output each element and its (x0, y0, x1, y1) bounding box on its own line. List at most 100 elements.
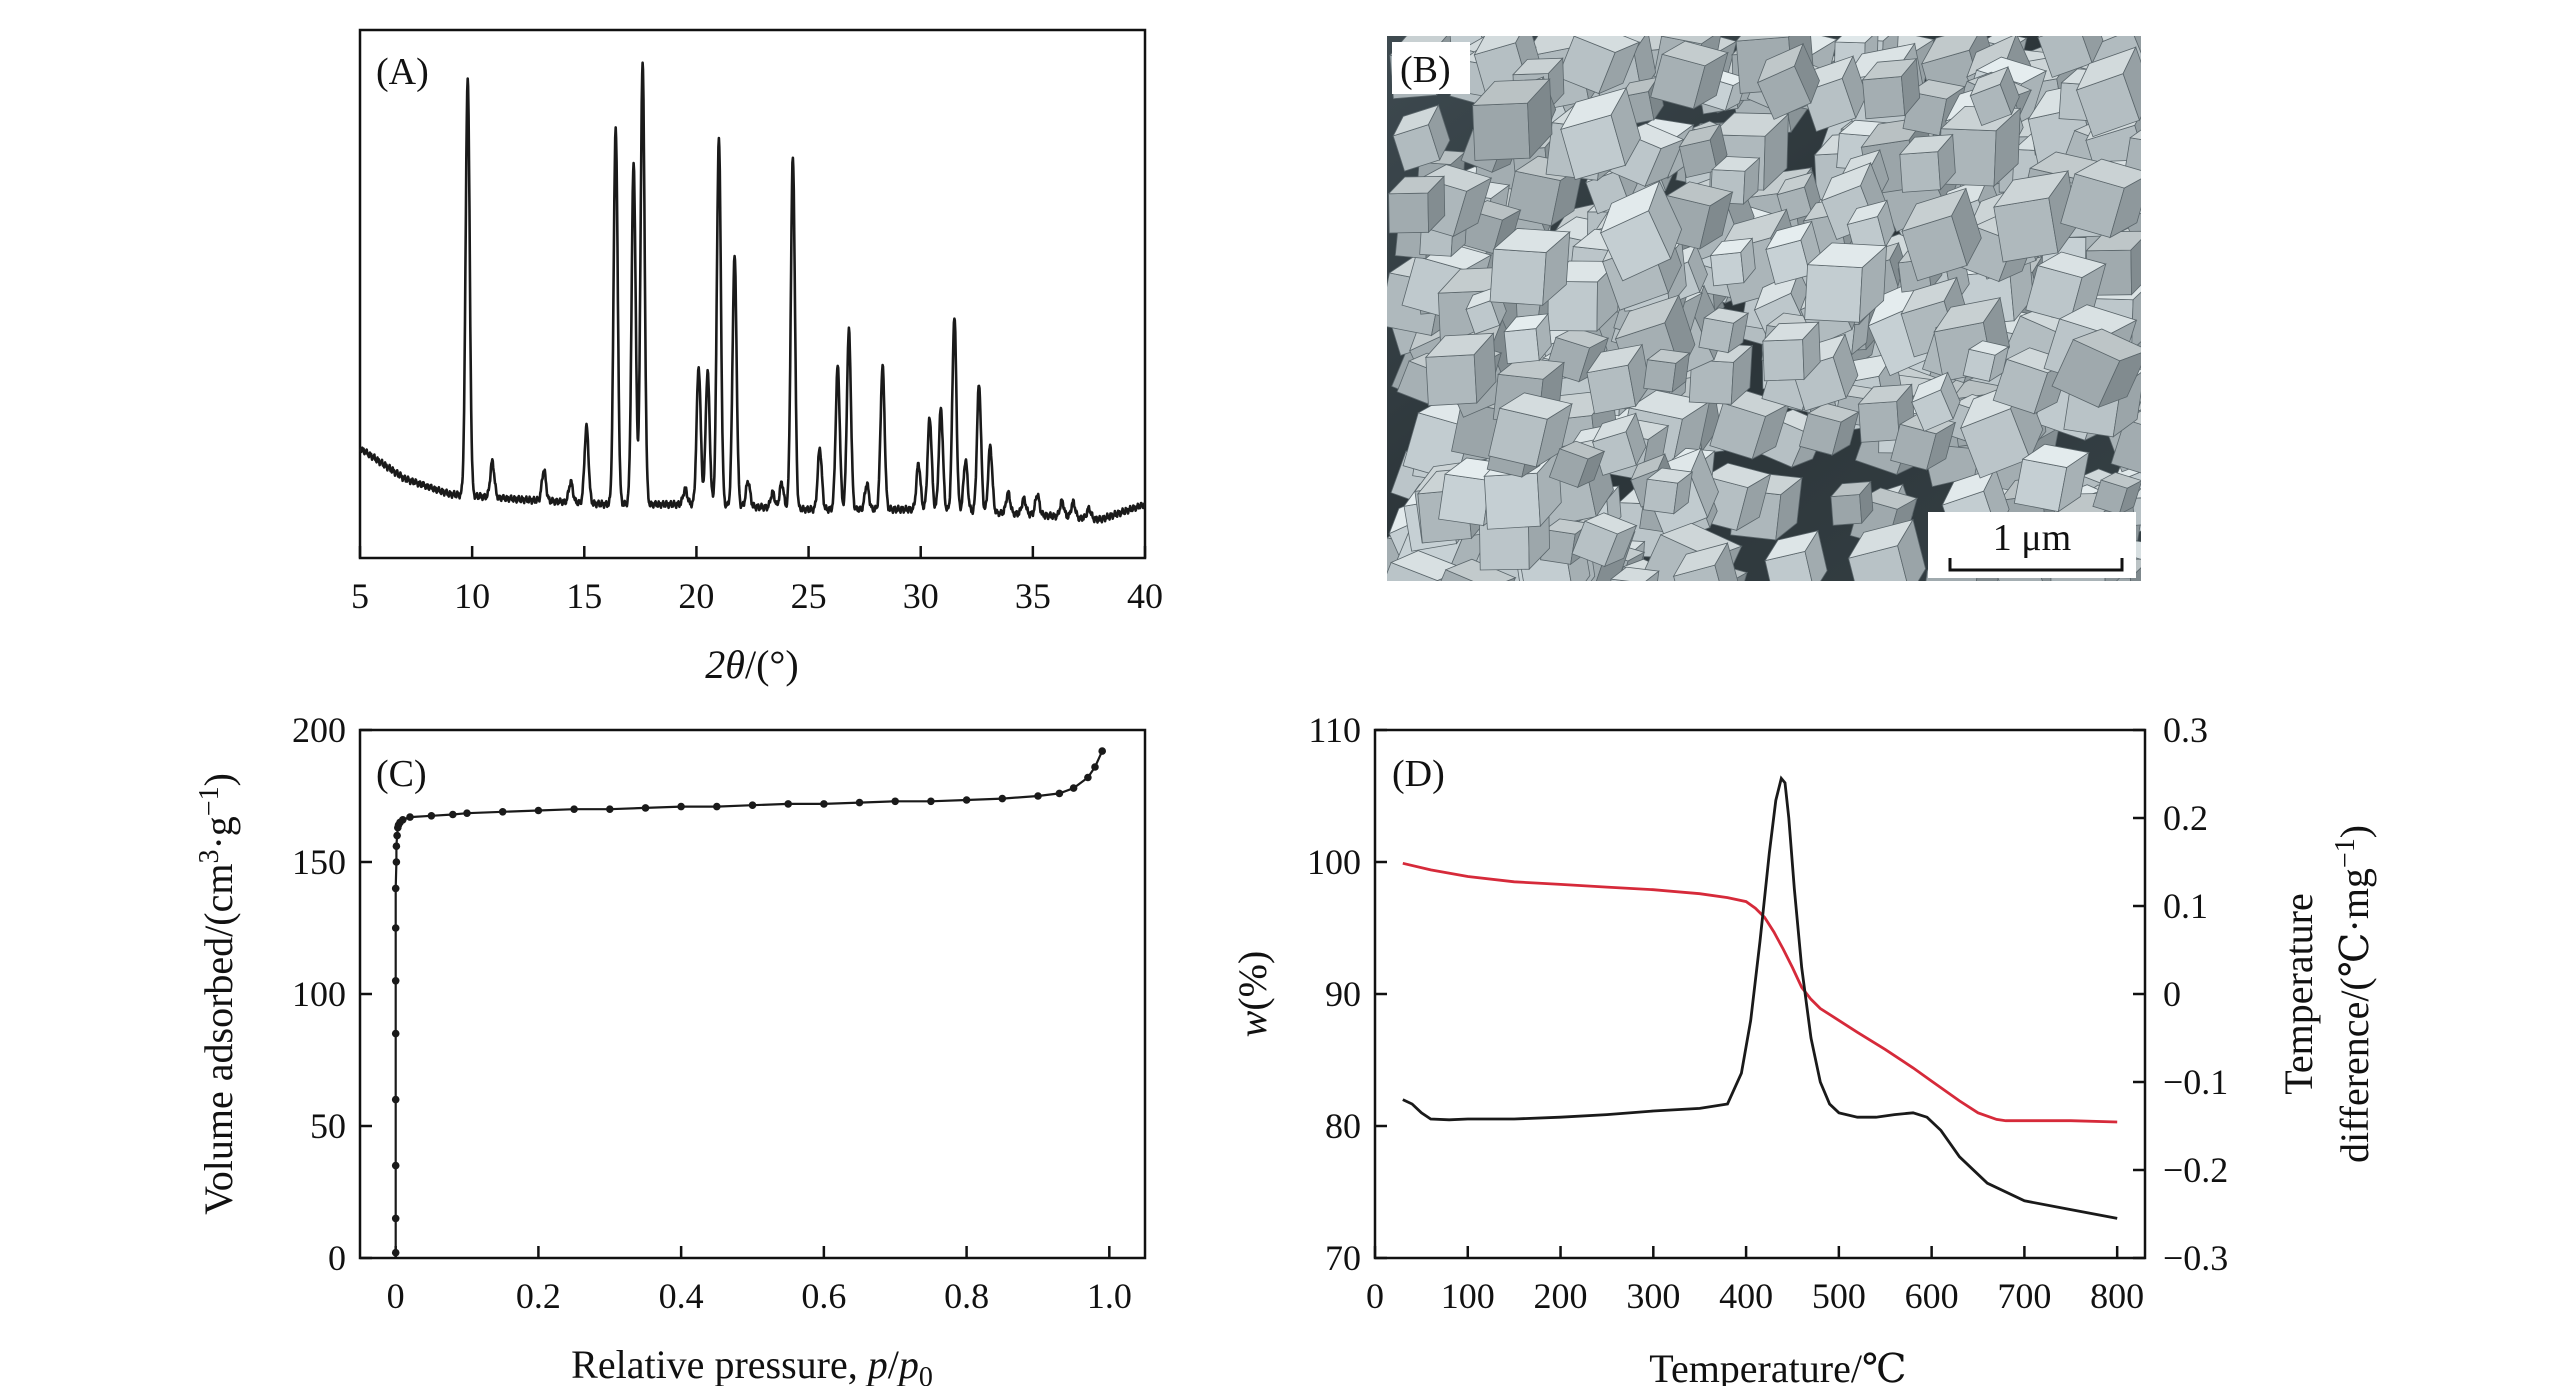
isotherm-point (855, 798, 864, 807)
isotherm-point (606, 805, 614, 813)
isotherm-y-tick-label: 50 (310, 1106, 346, 1146)
thermal-x-tick-label: 0 (1366, 1276, 1384, 1316)
isotherm-point (449, 810, 457, 819)
isotherm-point (393, 831, 401, 840)
isotherm-point (391, 977, 400, 985)
sem-crystal (1764, 529, 1828, 581)
sem-crystal (1992, 169, 2078, 263)
xrd-plot-frame (358, 28, 1147, 560)
thermal-y-tick-label: 80 (1325, 1106, 1361, 1146)
thermal-plot-frame (1373, 728, 2147, 1260)
xrd-x-tick-label: 40 (1127, 576, 1163, 616)
isotherm-point (1055, 789, 1064, 798)
sem-crystal (1548, 440, 1606, 489)
sem-crystal (1911, 371, 1961, 432)
isotherm-point (427, 812, 436, 820)
isotherm-point (391, 924, 400, 932)
sem-crystal (1678, 122, 1728, 179)
thermal-x-tick-label: 200 (1534, 1276, 1588, 1316)
isotherm-y-tick-label: 150 (292, 842, 346, 882)
sem-crystal (1798, 402, 1860, 456)
isotherm-point (392, 842, 401, 850)
thermal-right-tick-label: 0 (2163, 974, 2181, 1014)
isotherm-y-tick-label: 100 (292, 974, 346, 1014)
sem-crystal (1488, 392, 1573, 468)
sem-crystal (1606, 566, 1660, 581)
isotherm-point (820, 800, 828, 808)
sem-crystal (1901, 187, 1982, 282)
isotherm-points (391, 747, 1106, 1257)
thermal-chart: 0 100 200 300 400 500 600 700 800 70 80 90 100 110 −0.… (1230, 710, 2377, 1386)
sem-crystal (2092, 472, 2141, 516)
sem-crystal (2110, 406, 2141, 478)
thermal-right-tick-label: −0.3 (2163, 1238, 2228, 1278)
isotherm-point (399, 816, 407, 824)
panel-b-label-box (1392, 42, 1470, 94)
isotherm-point (534, 806, 543, 815)
sem-crystal (1847, 518, 1926, 581)
thermal-y-axis-label: w(%) (1230, 951, 1275, 1038)
sem-crystal (1672, 542, 1740, 581)
thermal-x-tick-label: 400 (1719, 1276, 1773, 1316)
sem-crystal (1387, 175, 1446, 234)
sem-crystal-cubes (1387, 36, 2141, 581)
thermal-right-axis-label-line2: difference/(℃·mg−1) (2330, 825, 2377, 1163)
sem-crystal (1559, 86, 1641, 181)
isotherm-x-tick-label: 0.6 (801, 1276, 846, 1316)
thermal-x-tick-label: 800 (2090, 1276, 2144, 1316)
sem-crystal (1489, 228, 1571, 307)
scale-bar-label: 1 μm (1993, 517, 2071, 559)
isotherm-point (998, 794, 1007, 803)
isotherm-point (392, 858, 401, 866)
scale-bar-line (1948, 558, 2124, 572)
xrd-panel-label: (A) (376, 51, 429, 93)
isotherm-y-tick-label: 200 (292, 710, 346, 750)
isotherm-point (391, 1029, 400, 1038)
sem-crystal (1586, 343, 1651, 415)
tg-curve (1402, 861, 2118, 1124)
sem-crystal (1557, 36, 1641, 95)
sem-micrograph: (B) 1 μm (1387, 36, 2141, 581)
thermal-x-tick-label: 700 (1997, 1276, 2051, 1316)
isotherm-plot-frame (358, 728, 1147, 1260)
sem-crystal (2051, 328, 2141, 409)
isotherm-x-tick-label: 1.0 (1087, 1276, 1132, 1316)
isotherm-point (391, 1248, 400, 1257)
isotherm-point (784, 800, 792, 808)
sem-crystal (2075, 46, 2141, 138)
sem-crystal (1599, 180, 1683, 282)
isotherm-ticks: 0 0.2 0.4 0.6 0.8 1.0 0 50 100 150 200 (292, 710, 1132, 1316)
sem-crystal (2135, 240, 2141, 313)
thermal-x-tick-label: 100 (1441, 1276, 1495, 1316)
thermal-right-axis-label-line1: Temperature (2276, 893, 2321, 1095)
sem-crystal (1465, 285, 1507, 335)
isotherm-y-tick-label: 0 (328, 1238, 346, 1278)
isotherm-point (1069, 784, 1078, 792)
xrd-x-axis-label: 2θ/(°) (705, 642, 798, 687)
thermal-right-tick-label: 0.2 (2163, 798, 2208, 838)
isotherm-point (1084, 773, 1092, 782)
thermal-ticks: 0 100 200 300 400 500 600 700 800 70 80 90 100 110 −0.… (1307, 710, 2228, 1316)
sem-crystal (1503, 312, 1552, 365)
sem-crystal (1642, 467, 1694, 515)
isotherm-x-tick-label: 0 (387, 1276, 405, 1316)
sem-crystal (1962, 340, 2010, 383)
isotherm-chart: 0 0.2 0.4 0.6 0.8 1.0 0 50 100 150 200 (C) Relativ… (194, 710, 1147, 1386)
thermal-x-axis-label: Temperature/℃ (1649, 1346, 1906, 1386)
sem-crystal (1688, 342, 1754, 406)
thermal-right-tick-label: 0.1 (2163, 886, 2208, 926)
sem-crystal (2060, 158, 2141, 239)
isotherm-x-tick-label: 0.4 (659, 1276, 704, 1316)
sem-crystal (2131, 483, 2141, 526)
isotherm-point (391, 884, 400, 893)
sem-crystal (1426, 558, 1517, 581)
sem-crystal (1804, 242, 1888, 324)
isotherm-point (891, 797, 899, 806)
sem-crystal (2025, 251, 2107, 323)
xrd-chart: 5 10 15 20 25 30 35 40 (A) 2θ/(°) (351, 28, 1163, 687)
sem-crystal (1709, 237, 1756, 287)
isotherm-point (498, 808, 507, 816)
sem-crystal (1898, 133, 1956, 193)
xrd-x-tick-label: 10 (454, 576, 490, 616)
